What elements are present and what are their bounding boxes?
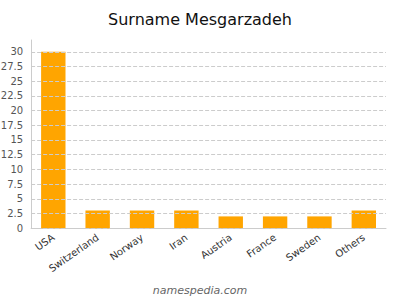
svg-text:27.5: 27.5 <box>1 61 23 72</box>
svg-text:17.5: 17.5 <box>1 120 23 131</box>
svg-text:12.5: 12.5 <box>1 149 23 160</box>
svg-text:France: France <box>245 232 279 260</box>
svg-text:5: 5 <box>17 193 23 204</box>
svg-text:namespedia.com: namespedia.com <box>153 284 247 297</box>
svg-text:7.5: 7.5 <box>7 179 23 190</box>
svg-text:USA: USA <box>33 232 56 253</box>
svg-text:20: 20 <box>10 105 23 116</box>
svg-text:30: 30 <box>10 46 23 57</box>
svg-text:0: 0 <box>17 223 23 234</box>
svg-text:Switzerland: Switzerland <box>47 232 101 274</box>
svg-text:15: 15 <box>10 134 23 145</box>
svg-text:Norway: Norway <box>108 232 145 263</box>
svg-text:Iran: Iran <box>167 232 189 252</box>
svg-text:Sweden: Sweden <box>284 232 323 264</box>
svg-text:10: 10 <box>10 164 23 175</box>
svg-text:Austria: Austria <box>199 232 234 261</box>
svg-text:Others: Others <box>333 232 367 260</box>
svg-text:25: 25 <box>10 76 23 87</box>
svg-text:22.5: 22.5 <box>1 90 23 101</box>
svg-text:Surname Mesgarzadeh: Surname Mesgarzadeh <box>108 10 292 29</box>
svg-text:2.5: 2.5 <box>7 208 23 219</box>
